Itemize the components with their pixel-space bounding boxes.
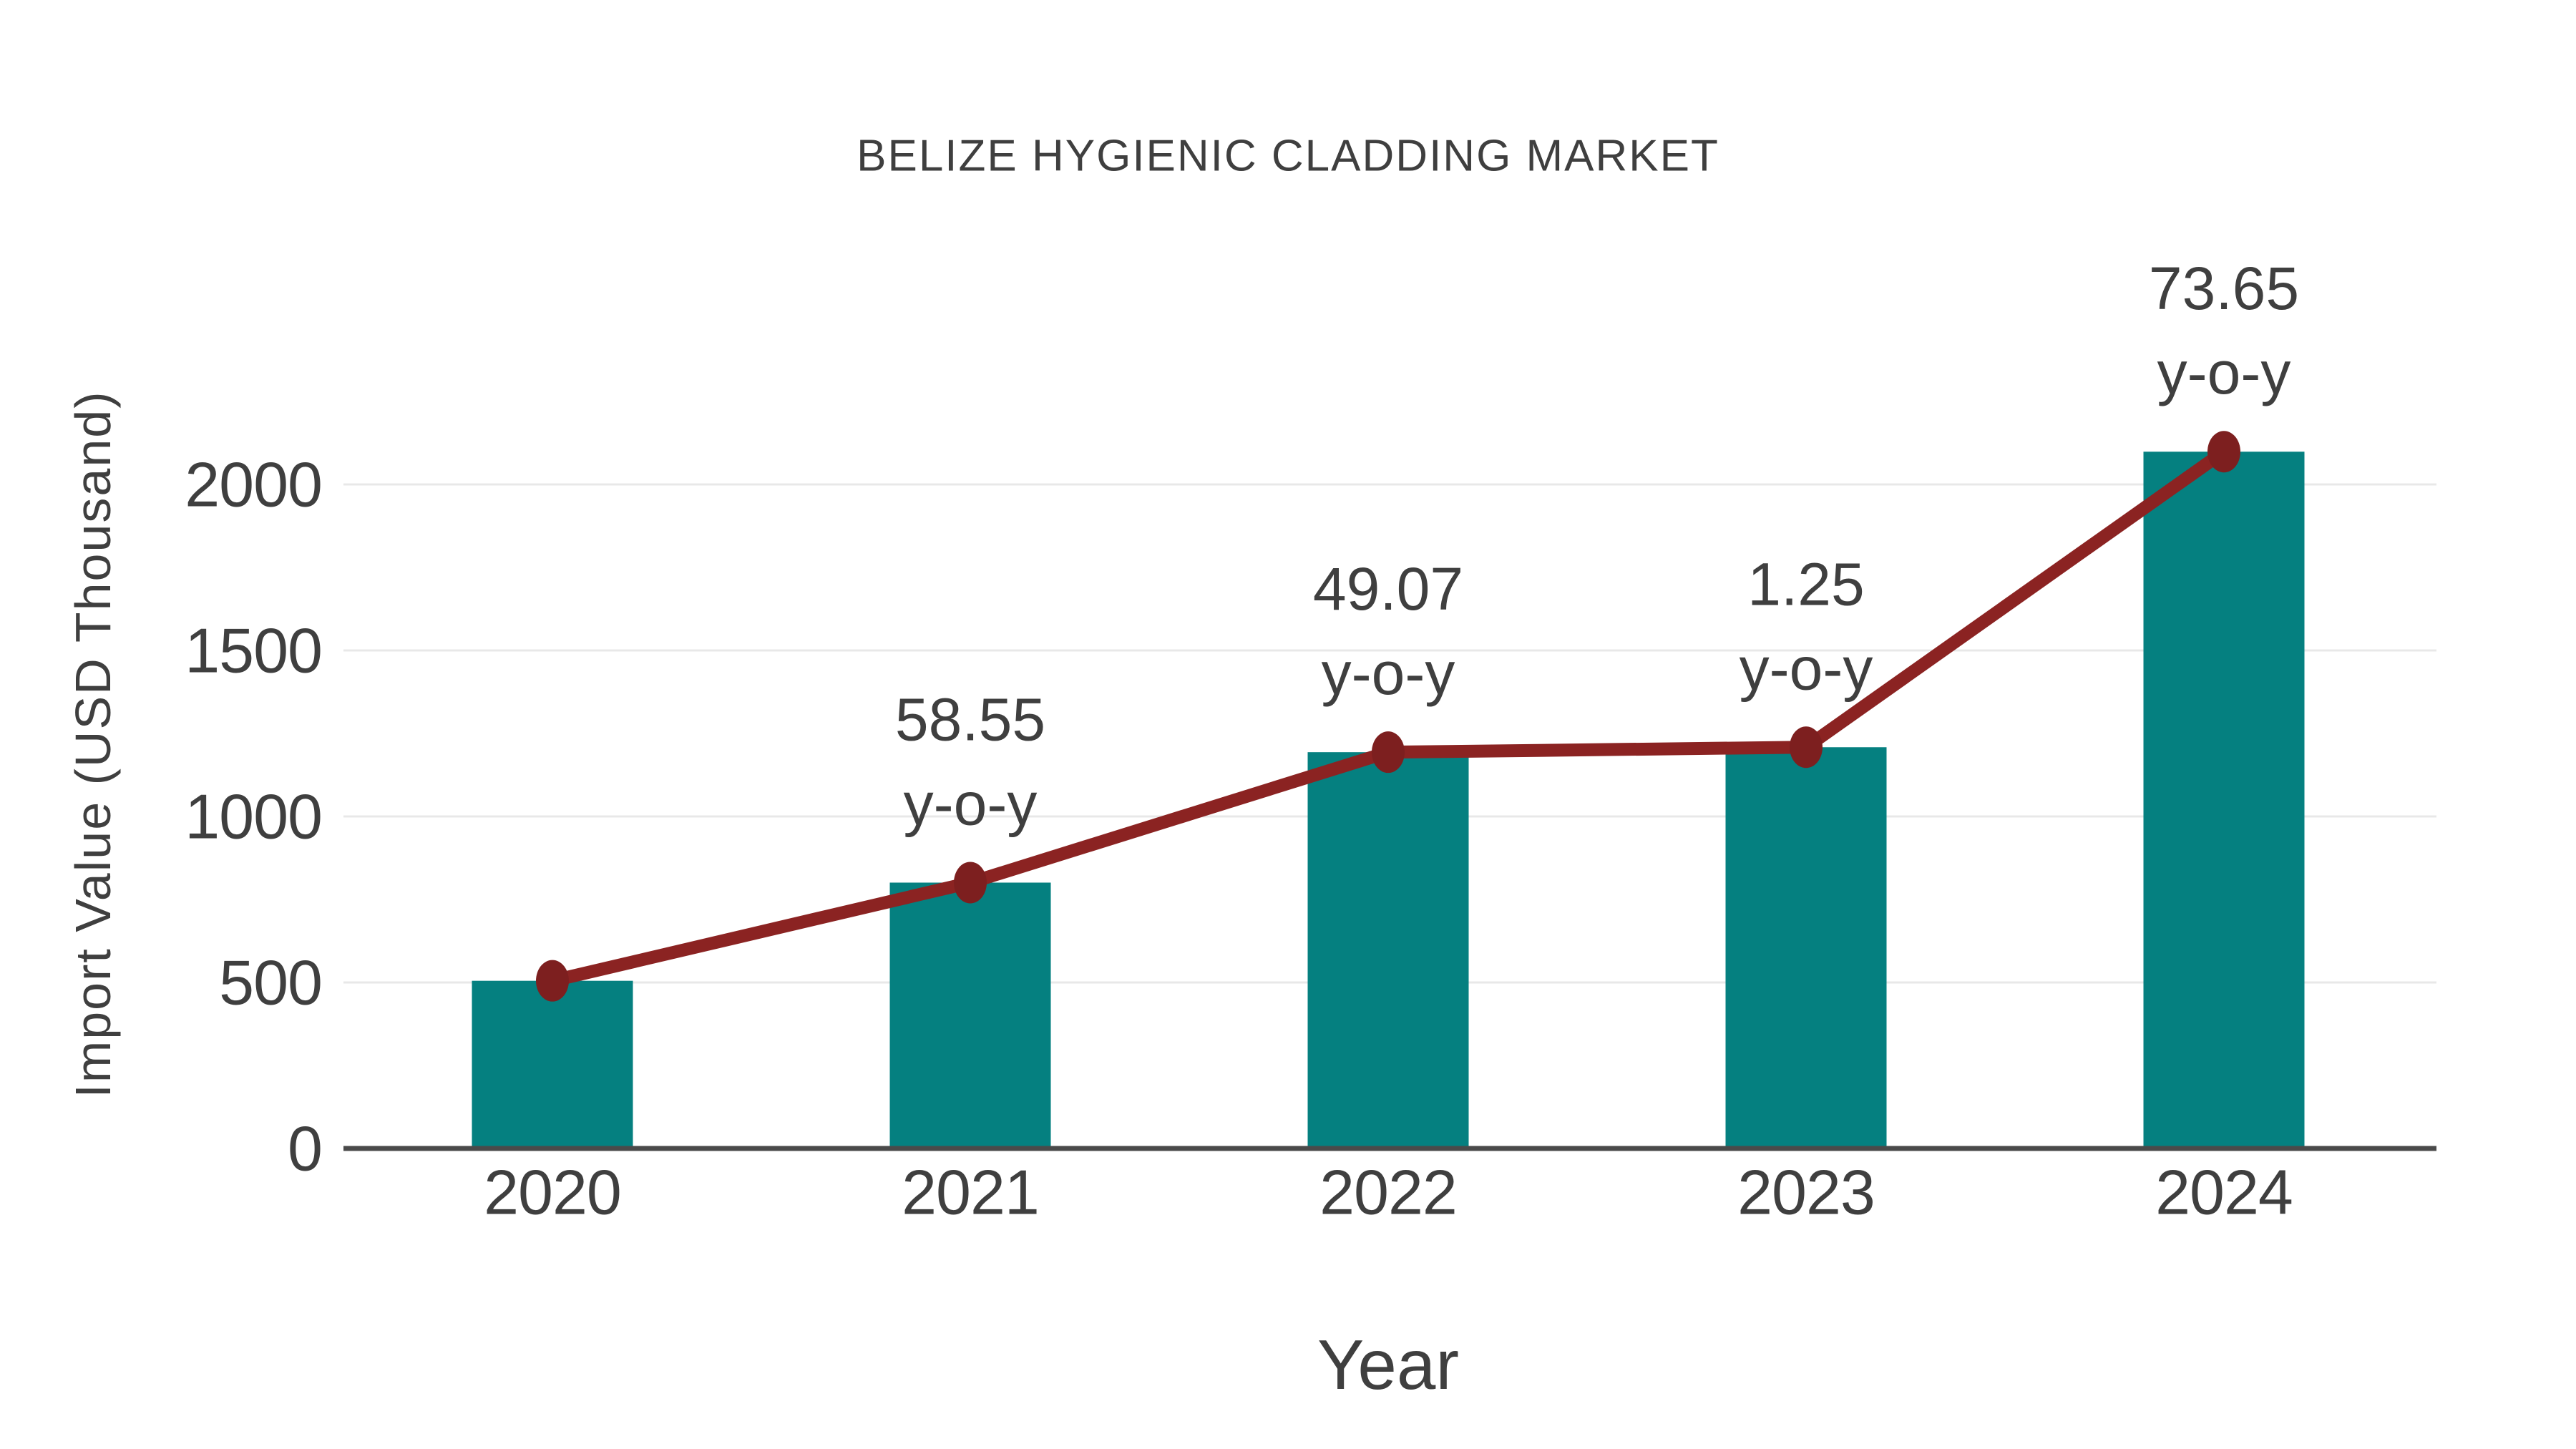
data-point-marker-2020[interactable] <box>536 960 569 1002</box>
x-tick-labels: 2020 2021 2022 2023 2024 <box>484 1157 2293 1228</box>
x-tick-label-2023: 2023 <box>1737 1157 1875 1228</box>
annotation-suffix-2024: y-o-y <box>2157 339 2291 406</box>
annotation-suffix-2021: y-o-y <box>904 770 1038 837</box>
y-tick-label-500: 500 <box>219 947 322 1018</box>
bar-2021[interactable] <box>889 882 1051 1148</box>
y-tick-label-0: 0 <box>288 1113 322 1184</box>
annotation-value-2023: 1.25 <box>1747 550 1865 618</box>
bar-series <box>472 452 2305 1148</box>
data-point-marker-2024[interactable] <box>2207 431 2240 473</box>
chart-title: BELIZE HYGIENIC CLADDING MARKET <box>857 132 1719 181</box>
x-tick-label-2024: 2024 <box>2155 1157 2293 1228</box>
x-tick-label-2022: 2022 <box>1319 1157 1457 1228</box>
bar-2023[interactable] <box>1725 747 1887 1148</box>
bar-2022[interactable] <box>1307 752 1469 1148</box>
bar-2020[interactable] <box>472 980 633 1148</box>
data-point-marker-2023[interactable] <box>1790 726 1823 769</box>
y-tick-label-2000: 2000 <box>185 449 322 520</box>
annotation-suffix-2022: y-o-y <box>1322 640 1455 707</box>
x-tick-label-2020: 2020 <box>484 1157 621 1228</box>
data-point-marker-2021[interactable] <box>954 862 987 904</box>
annotation-value-2022: 49.07 <box>1313 555 1463 623</box>
y-tick-label-1000: 1000 <box>185 781 322 852</box>
y-tick-label-1500: 1500 <box>185 615 322 686</box>
x-axis-title: Year <box>1317 1325 1459 1404</box>
annotation-suffix-2023: y-o-y <box>1740 635 1873 702</box>
data-point-marker-2022[interactable] <box>1372 731 1405 774</box>
annotation-value-2021: 58.55 <box>895 686 1045 753</box>
y-axis-title: Import Value (USD Thousand) <box>65 390 121 1098</box>
point-annotations: 58.55 y-o-y 49.07 y-o-y 1.25 y-o-y 73.65 y-o-y <box>895 255 2299 837</box>
bar-2024[interactable] <box>2143 452 2305 1148</box>
annotation-value-2024: 73.65 <box>2149 255 2299 322</box>
x-tick-label-2021: 2021 <box>902 1157 1039 1228</box>
line-series <box>536 431 2240 1002</box>
y-tick-labels: 0 500 1000 1500 2000 <box>185 449 323 1184</box>
